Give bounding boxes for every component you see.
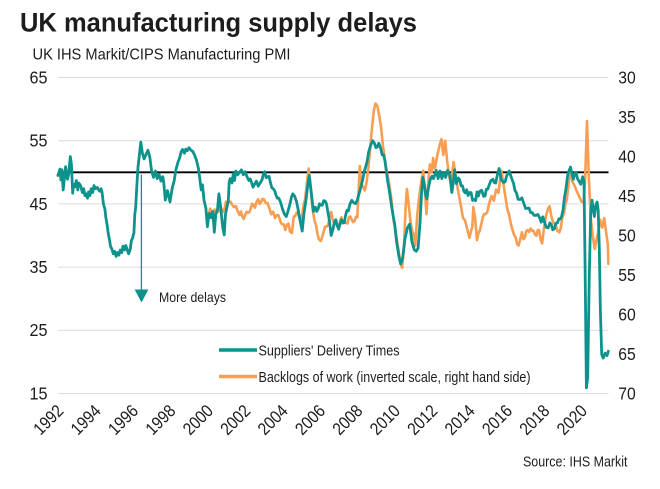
svg-text:45: 45 [618, 186, 636, 206]
svg-text:UK IHS Markit/CIPS Manufacturi: UK IHS Markit/CIPS Manufacturing PMI [33, 47, 291, 64]
svg-text:65: 65 [618, 344, 636, 364]
svg-text:35: 35 [30, 257, 48, 277]
svg-text:25: 25 [30, 320, 48, 340]
svg-text:70: 70 [618, 383, 636, 403]
svg-text:More delays: More delays [159, 289, 226, 305]
svg-text:35: 35 [618, 107, 636, 127]
svg-text:15: 15 [30, 383, 48, 403]
svg-text:40: 40 [618, 146, 636, 166]
svg-text:50: 50 [618, 225, 636, 245]
svg-text:Suppliers' Delivery Times: Suppliers' Delivery Times [259, 343, 400, 359]
svg-text:55: 55 [618, 265, 636, 285]
svg-text:Source: IHS Markit: Source: IHS Markit [523, 454, 628, 471]
svg-text:UK manufacturing supply delays: UK manufacturing supply delays [20, 8, 417, 38]
svg-text:45: 45 [30, 194, 48, 214]
svg-text:55: 55 [30, 131, 48, 151]
svg-text:30: 30 [618, 67, 636, 87]
svg-text:65: 65 [30, 67, 48, 87]
svg-text:60: 60 [618, 304, 636, 324]
svg-text:Backlogs of work (inverted sca: Backlogs of work (inverted scale, right … [259, 370, 531, 386]
